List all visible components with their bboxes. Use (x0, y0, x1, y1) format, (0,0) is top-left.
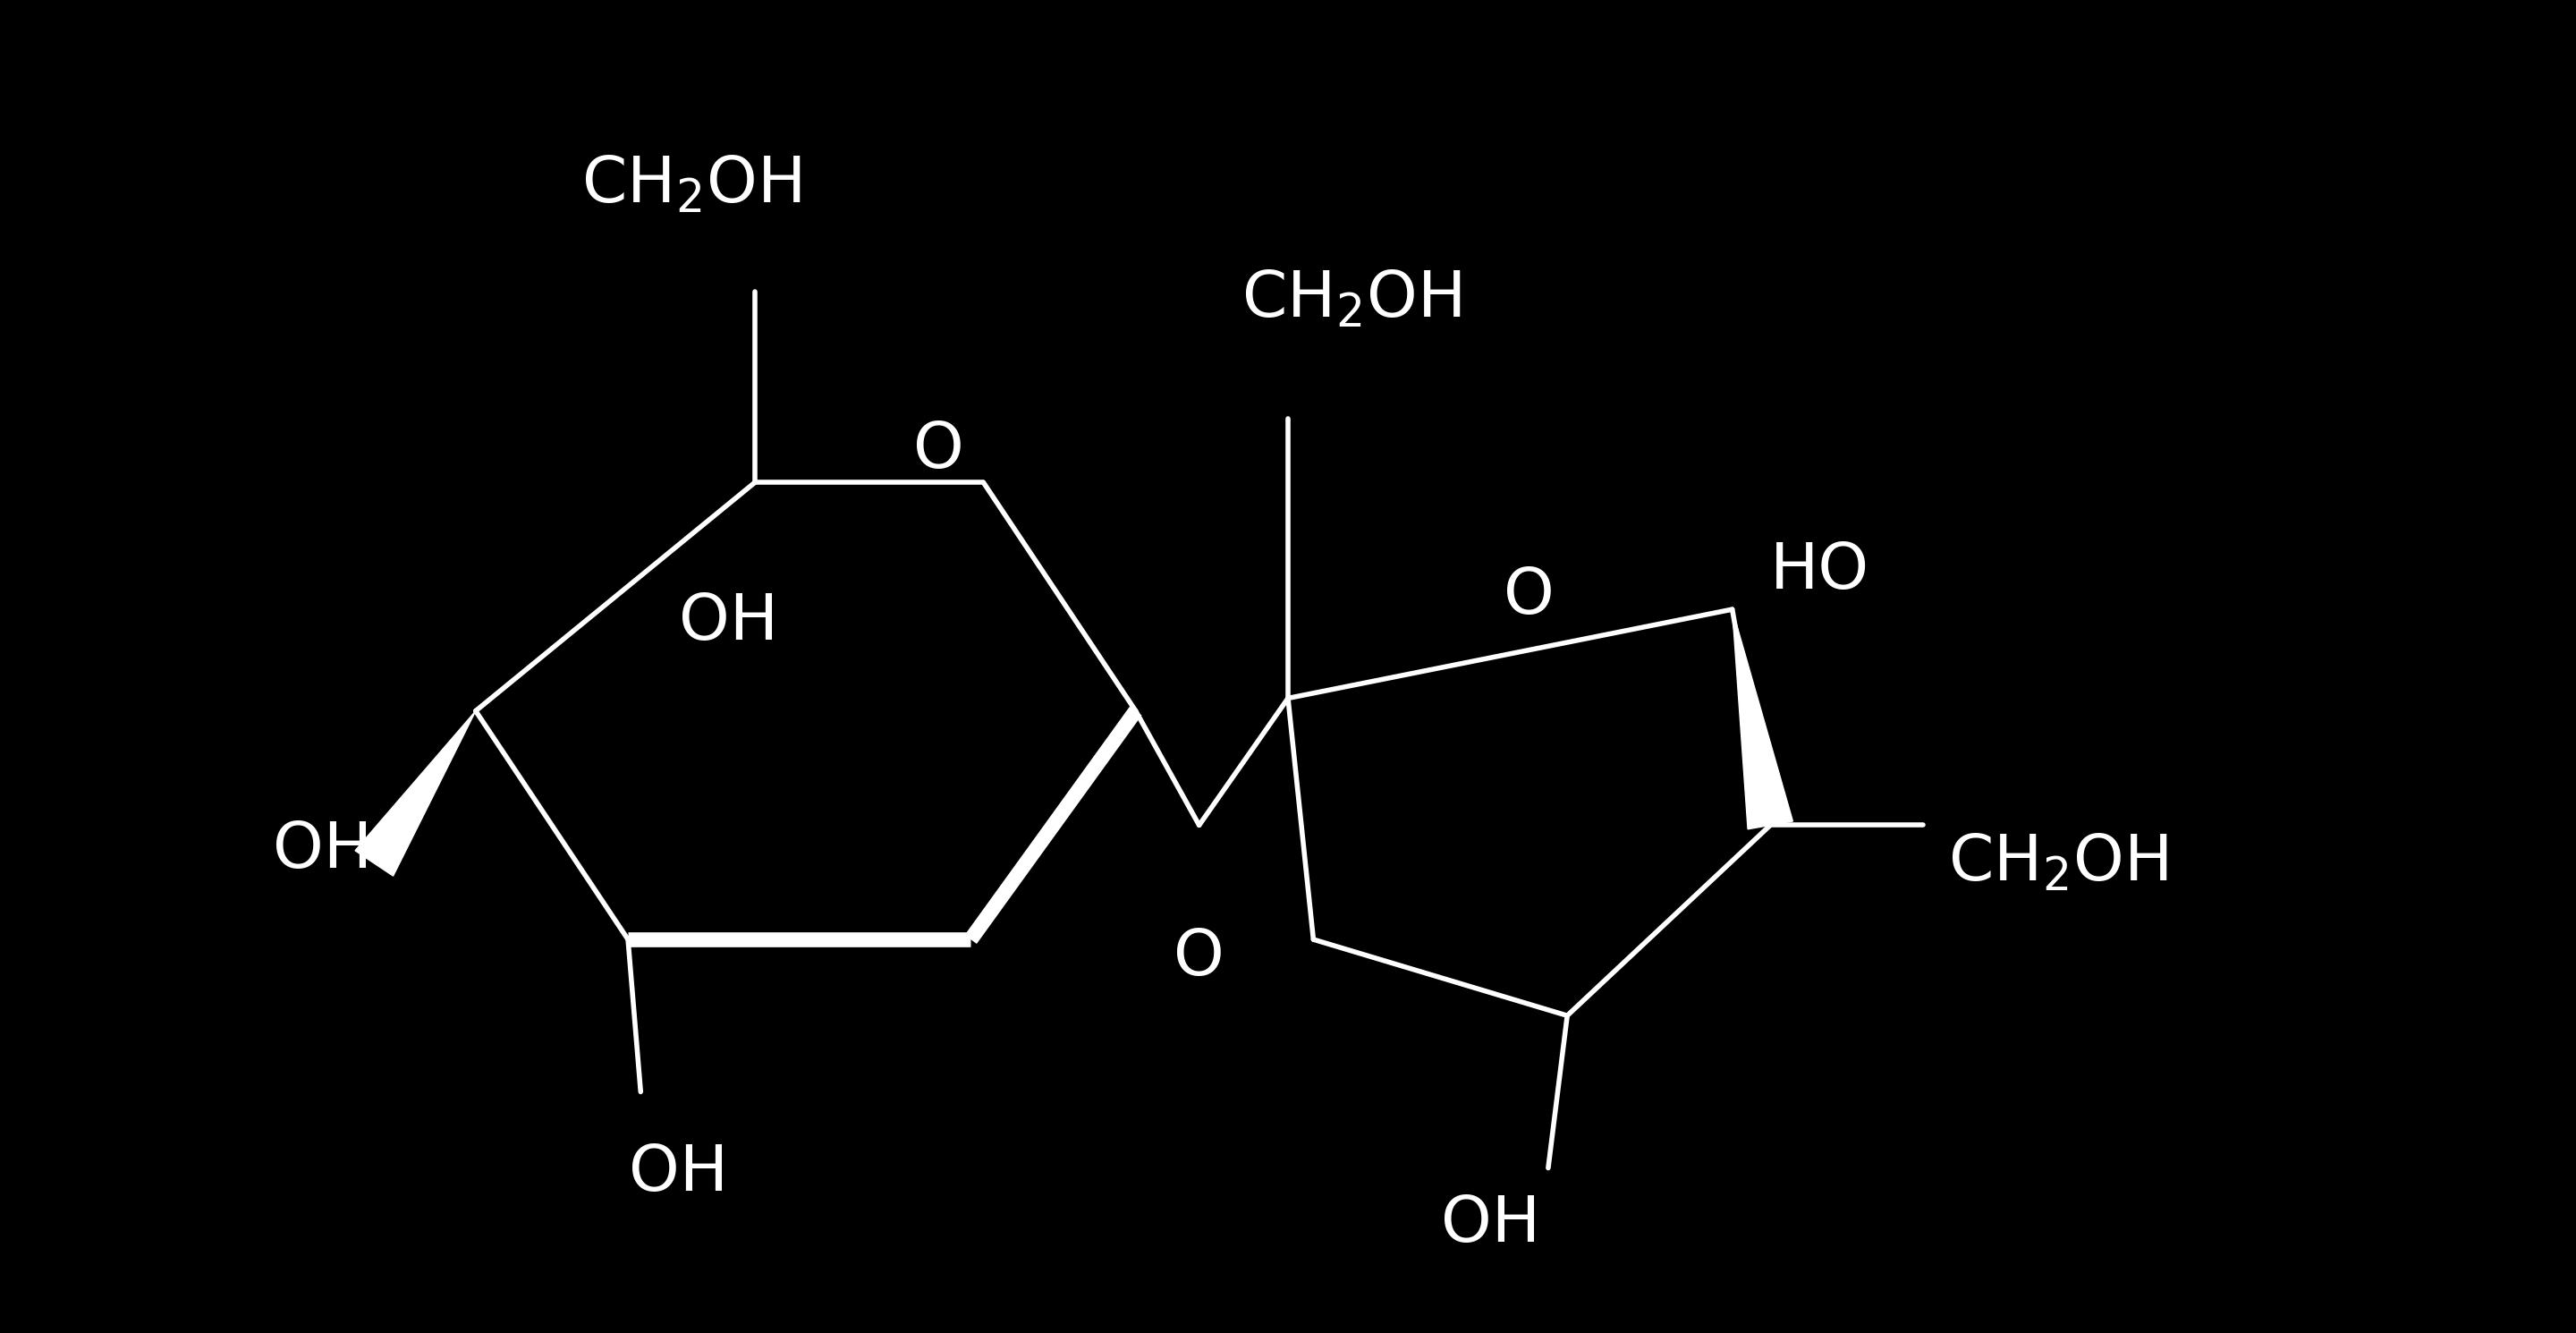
Text: HO: HO (1770, 540, 1870, 603)
Text: OH: OH (273, 820, 371, 881)
Polygon shape (355, 710, 477, 876)
Text: CH$_2$OH: CH$_2$OH (1242, 268, 1461, 331)
Text: CH$_2$OH: CH$_2$OH (582, 155, 801, 216)
Text: OH: OH (629, 1142, 729, 1204)
Text: OH: OH (1443, 1193, 1540, 1256)
Text: O: O (914, 420, 963, 481)
Polygon shape (1731, 609, 1793, 829)
Text: O: O (1175, 926, 1224, 989)
Text: OH: OH (677, 592, 778, 653)
Text: CH$_2$OH: CH$_2$OH (1947, 832, 2169, 894)
Text: O: O (1504, 565, 1553, 628)
